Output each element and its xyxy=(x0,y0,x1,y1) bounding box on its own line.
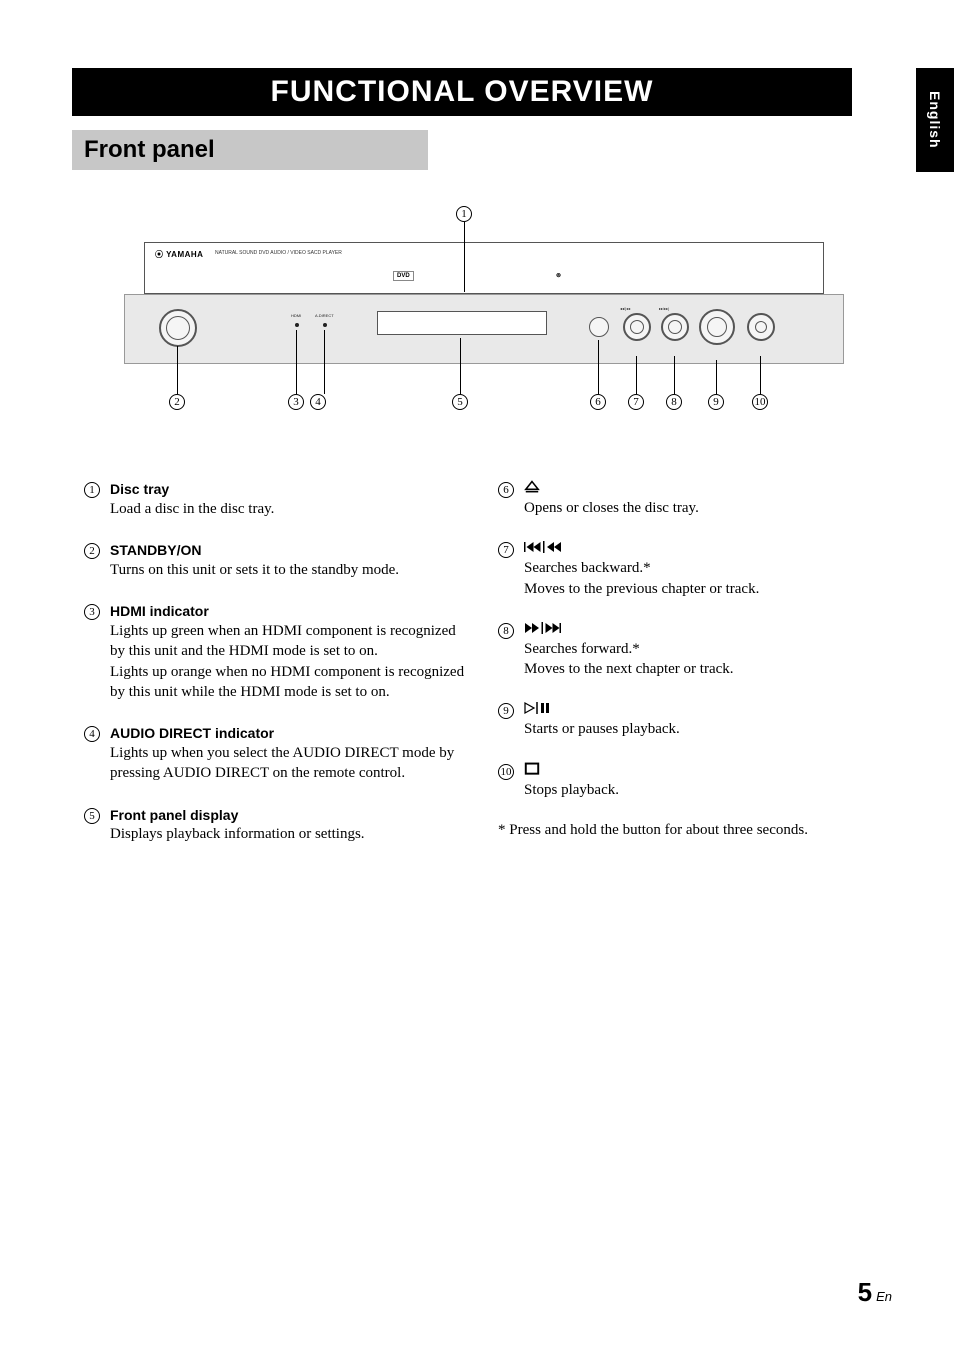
skip-back-button xyxy=(623,313,651,341)
front-panel-display xyxy=(377,311,547,335)
skip-back-inner xyxy=(630,320,644,334)
callout-7-line xyxy=(636,356,637,394)
stop-inner xyxy=(755,321,767,333)
callout-2-line xyxy=(177,346,178,394)
stop-button xyxy=(747,313,775,341)
standby-button-inner xyxy=(166,316,190,340)
audio-direct-label: A.DIRECT xyxy=(315,313,334,318)
callout-2: 2 xyxy=(169,394,185,410)
desc-num-9: 9 xyxy=(498,703,514,719)
page: English FUNCTIONAL OVERVIEW Front panel … xyxy=(0,0,954,1348)
skip-fwd-icon xyxy=(524,621,734,639)
page-number: 5 En xyxy=(858,1277,892,1308)
language-tab: English xyxy=(916,68,954,172)
desc-item-9: 9 Starts or pauses playback. xyxy=(498,701,884,739)
skip-fwd-tiny-label: ▸▸/▸▸| xyxy=(659,306,669,311)
callout-4-line xyxy=(324,330,325,394)
desc-body-1: Disc trayLoad a disc in the disc tray. xyxy=(110,480,274,519)
desc-item-2: 2 STANDBY/ONTurns on this unit or sets it… xyxy=(84,541,470,580)
desc-num-5: 5 xyxy=(84,808,100,824)
desc-body-9: Starts or pauses playback. xyxy=(524,701,680,739)
description-columns: 1 Disc trayLoad a disc in the disc tray. 2… xyxy=(84,480,884,867)
desc-num-7: 7 xyxy=(498,542,514,558)
desc-body-8: Searches forward.*Moves to the next chap… xyxy=(524,621,734,680)
callout-8-line xyxy=(674,356,675,394)
audio-direct-led xyxy=(323,323,327,327)
desc-body-3: HDMI indicatorLights up green when an HD… xyxy=(110,602,470,702)
callout-3-line xyxy=(296,330,297,394)
callout-5-line xyxy=(460,338,461,394)
sacd-badge: ⊚ xyxy=(553,271,564,280)
skip-back-icon xyxy=(524,540,759,558)
desc-item-7: 7 Searches backward.*Moves to the previou… xyxy=(498,540,884,599)
language-tab-label: English xyxy=(927,91,943,149)
desc-item-10: 10 Stops playback. xyxy=(498,762,884,800)
desc-num-1: 1 xyxy=(84,482,100,498)
hdmi-led xyxy=(295,323,299,327)
play-pause-button xyxy=(699,309,735,345)
callout-7: 7 xyxy=(628,394,644,410)
page-title: FUNCTIONAL OVERVIEW xyxy=(72,68,852,116)
play-pause-icon xyxy=(524,701,680,719)
device-top-panel: ⦿ YAMAHA NATURAL SOUND DVD AUDIO / VIDEO… xyxy=(144,242,824,294)
right-column: 6 Opens or closes the disc tray. 7 Searches… xyxy=(498,480,884,867)
hdmi-label: HDMI xyxy=(291,313,301,318)
left-column: 1 Disc trayLoad a disc in the disc tray. 2… xyxy=(84,480,470,867)
desc-body-2: STANDBY/ONTurns on this unit or sets it … xyxy=(110,541,399,580)
desc-item-3: 3 HDMI indicatorLights up green when an H… xyxy=(84,602,470,702)
desc-num-10: 10 xyxy=(498,764,514,780)
desc-body-4: AUDIO DIRECT indicatorLights up when you… xyxy=(110,724,470,783)
desc-num-4: 4 xyxy=(84,726,100,742)
desc-item-5: 5 Front panel displayDisplays playback in… xyxy=(84,806,470,845)
callout-6: 6 xyxy=(590,394,606,410)
desc-num-3: 3 xyxy=(84,604,100,620)
callout-10-line xyxy=(760,356,761,394)
desc-num-8: 8 xyxy=(498,623,514,639)
brand-subtitle: NATURAL SOUND DVD AUDIO / VIDEO SACD PLA… xyxy=(215,250,342,256)
eject-icon xyxy=(524,480,699,498)
callout-10: 10 xyxy=(752,394,768,410)
callout-8: 8 xyxy=(666,394,682,410)
desc-title-2: STANDBY/ON xyxy=(110,541,399,560)
desc-item-6: 6 Opens or closes the disc tray. xyxy=(498,480,884,518)
callout-1-line xyxy=(464,222,465,292)
desc-title-1: Disc tray xyxy=(110,480,274,499)
callout-4: 4 xyxy=(310,394,326,410)
desc-title-3: HDMI indicator xyxy=(110,602,470,621)
page-number-value: 5 xyxy=(858,1277,872,1307)
stop-icon xyxy=(524,762,619,780)
callout-9: 9 xyxy=(708,394,724,410)
standby-button xyxy=(159,309,197,347)
footnote: * Press and hold the button for about th… xyxy=(498,822,884,839)
desc-body-5: Front panel displayDisplays playback inf… xyxy=(110,806,365,845)
callout-3: 3 xyxy=(288,394,304,410)
play-pause-inner xyxy=(707,317,727,337)
callout-9-line xyxy=(716,360,717,394)
desc-item-1: 1 Disc trayLoad a disc in the disc tray. xyxy=(84,480,470,519)
desc-title-5: Front panel display xyxy=(110,806,365,825)
desc-body-10: Stops playback. xyxy=(524,762,619,800)
callout-6-line xyxy=(598,340,599,394)
desc-item-8: 8 Searches forward.*Moves to the next cha… xyxy=(498,621,884,680)
desc-num-6: 6 xyxy=(498,482,514,498)
callout-5: 5 xyxy=(452,394,468,410)
skip-back-tiny-label: ◂◂/|◂◂ xyxy=(620,306,630,311)
skip-fwd-inner xyxy=(668,320,682,334)
skip-fwd-button xyxy=(661,313,689,341)
brand-logo-text: ⦿ YAMAHA xyxy=(155,249,203,260)
desc-title-4: AUDIO DIRECT indicator xyxy=(110,724,470,743)
front-panel-diagram: ⦿ YAMAHA NATURAL SOUND DVD AUDIO / VIDEO… xyxy=(124,206,844,436)
page-lang: En xyxy=(876,1289,892,1304)
dvd-badge: DVD xyxy=(393,271,414,281)
section-heading: Front panel xyxy=(72,130,428,170)
callout-1: 1 xyxy=(456,206,472,222)
desc-num-2: 2 xyxy=(84,543,100,559)
device-body: HDMI A.DIRECT ◂◂/|◂◂ ▸▸/▸▸| xyxy=(124,294,844,364)
desc-item-4: 4 AUDIO DIRECT indicatorLights up when yo… xyxy=(84,724,470,783)
eject-button xyxy=(589,317,609,337)
desc-body-7: Searches backward.*Moves to the previous… xyxy=(524,540,759,599)
desc-body-6: Opens or closes the disc tray. xyxy=(524,480,699,518)
